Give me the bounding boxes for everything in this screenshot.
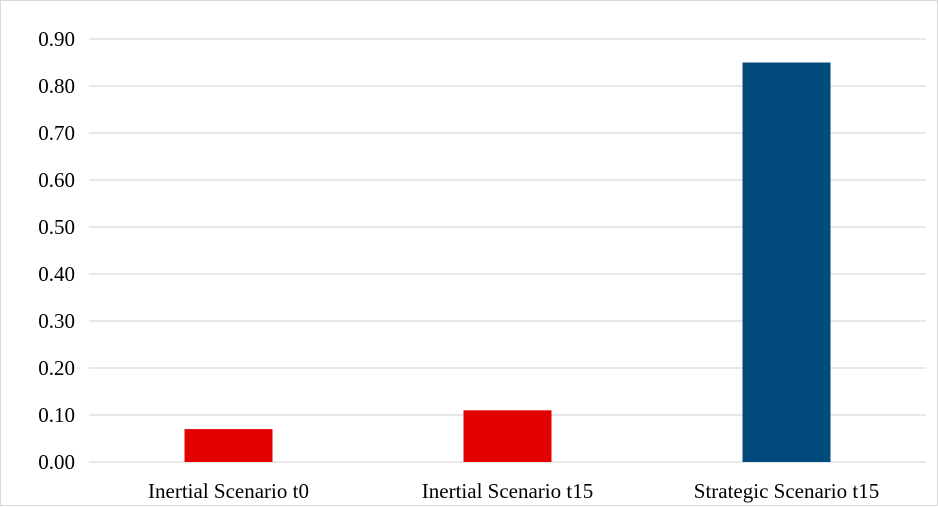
x-category-label: Strategic Scenario t15 — [694, 479, 879, 503]
bars — [184, 62, 831, 462]
x-category-label: Inertial Scenario t0 — [148, 479, 309, 503]
y-axis: 0.00 0.10 0.20 0.30 0.40 0.50 0.60 0.70 0.80 0.90 — [38, 27, 75, 474]
y-tick-label: 0.80 — [38, 74, 75, 98]
y-tick-label: 0.00 — [38, 450, 75, 474]
y-tick-label: 0.30 — [38, 309, 75, 333]
gridlines — [89, 38, 926, 463]
bar — [184, 429, 273, 462]
y-tick-label: 0.50 — [38, 215, 75, 239]
x-category-label: Inertial Scenario t15 — [422, 479, 593, 503]
y-tick-label: 0.90 — [38, 27, 75, 51]
y-tick-label: 0.60 — [38, 168, 75, 192]
y-tick-label: 0.70 — [38, 121, 75, 145]
bar — [742, 62, 831, 462]
y-tick-label: 0.20 — [38, 356, 75, 380]
y-tick-label: 0.10 — [38, 403, 75, 427]
y-tick-label: 0.40 — [38, 262, 75, 286]
bar — [463, 410, 552, 462]
x-axis: Inertial Scenario t0 Inertial Scenario t1… — [148, 479, 879, 503]
